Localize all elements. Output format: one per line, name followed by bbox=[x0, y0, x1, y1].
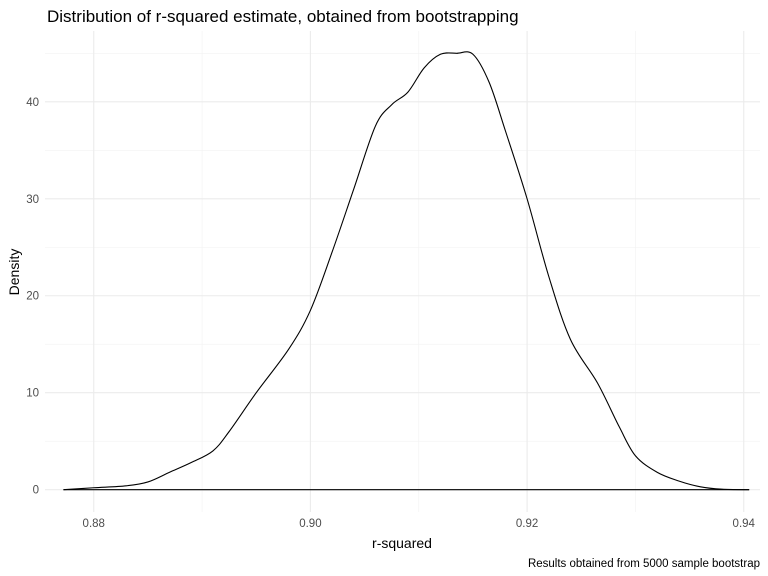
y-tick-label: 10 bbox=[26, 388, 39, 400]
x-tick-label: 0.88 bbox=[83, 518, 105, 530]
x-axis-title: r-squared bbox=[372, 535, 432, 551]
y-tick-label: 40 bbox=[26, 97, 39, 109]
y-axis-title: Density bbox=[6, 249, 22, 296]
density-curve bbox=[63, 51, 750, 491]
series-layer bbox=[63, 51, 750, 491]
y-tick-label: 0 bbox=[33, 485, 39, 497]
y-tick-label: 20 bbox=[26, 291, 39, 303]
x-tick-label: 0.90 bbox=[299, 518, 321, 530]
x-tick-label: 0.92 bbox=[516, 518, 538, 530]
y-tick-label: 30 bbox=[26, 194, 39, 206]
x-tick-label: 0.94 bbox=[733, 518, 756, 530]
chart-title: Distribution of r-squared estimate, obta… bbox=[47, 7, 519, 26]
chart-caption: Results obtained from 5000 sample bootst… bbox=[528, 558, 760, 570]
tick-labels: 0 10 20 30 40 0.88 0.90 0.92 0.94 bbox=[26, 97, 755, 530]
grid bbox=[45, 31, 760, 512]
